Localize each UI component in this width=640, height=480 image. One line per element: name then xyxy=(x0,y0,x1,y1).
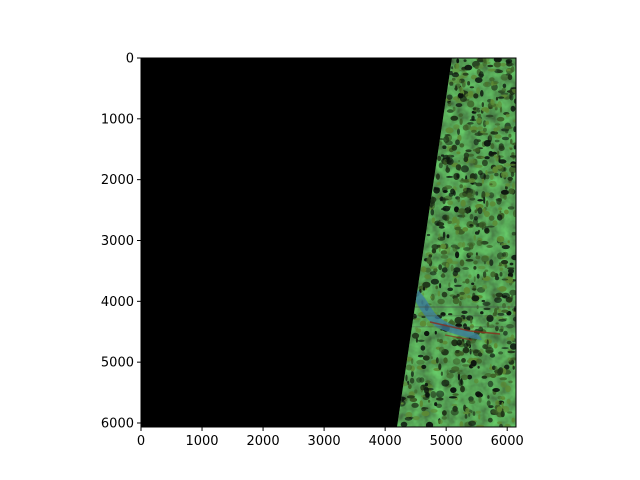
x-tick-label: 2000 xyxy=(247,434,280,449)
y-tick-label: 2000 xyxy=(101,173,134,188)
x-tick-label: 1000 xyxy=(185,434,218,449)
soil-streak xyxy=(429,321,501,335)
y-tick-label: 6000 xyxy=(101,416,134,431)
x-tick-label: 3000 xyxy=(308,434,341,449)
y-tick-label: 5000 xyxy=(101,356,134,371)
x-axis: 0 1000 2000 3000 4000 5000 6000 xyxy=(137,427,524,449)
y-tick-label: 0 xyxy=(126,52,134,67)
soil-streak xyxy=(444,334,473,341)
axes-frame xyxy=(140,57,517,428)
x-tick-label: 5000 xyxy=(430,434,463,449)
satellite-image xyxy=(141,58,516,427)
x-tick-label: 4000 xyxy=(369,434,402,449)
y-axis: 0 1000 2000 3000 4000 5000 6000 xyxy=(101,52,141,431)
river-feature xyxy=(414,290,482,340)
y-tick-label: 4000 xyxy=(101,295,134,310)
x-tick-label: 6000 xyxy=(491,434,524,449)
x-tick-label: 0 xyxy=(137,434,145,449)
y-tick-label: 1000 xyxy=(101,112,134,127)
y-tick-label: 3000 xyxy=(101,234,134,249)
